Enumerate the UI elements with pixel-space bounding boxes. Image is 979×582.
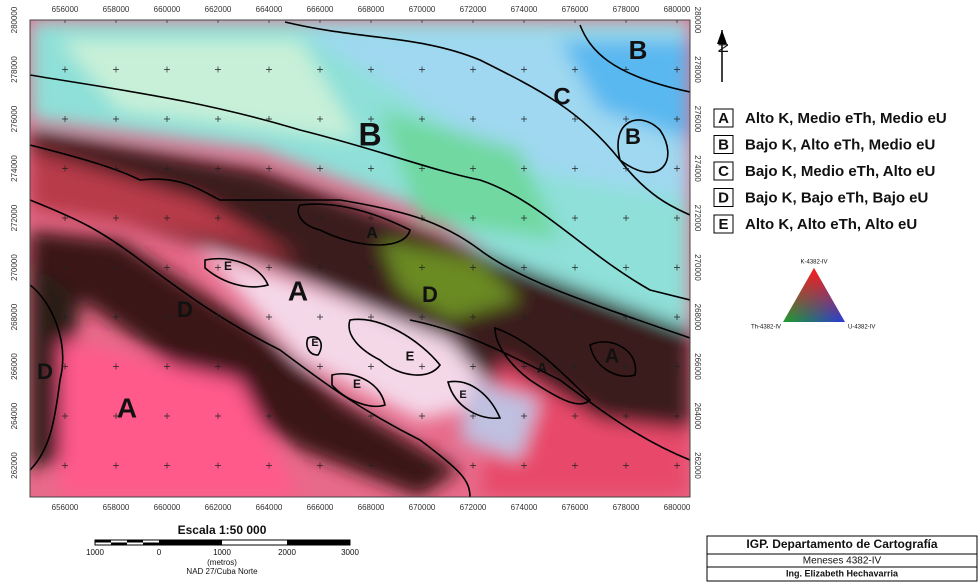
zone-label: E [406, 348, 415, 363]
y-coord-right: 262000 [693, 452, 702, 479]
legend-code: D [718, 189, 729, 206]
y-coord-left: 276000 [10, 105, 19, 132]
zone-label: D [177, 297, 193, 322]
x-coord-bottom: 680000 [664, 503, 691, 512]
ternary-left: Th-4382-IV [751, 325, 781, 331]
x-coord-top: 662000 [205, 5, 232, 14]
scale-tick-label: 2000 [278, 548, 296, 557]
zone-label: A [537, 360, 547, 376]
legend-text: Bajo K, Medio eTh, Alto eU [745, 163, 935, 180]
sheet: Meneses 4382-IV [803, 556, 882, 567]
scale-tick-label: 0 [157, 548, 162, 557]
scale-datum: NAD 27/Cuba Norte [186, 567, 258, 576]
legend-code: A [718, 110, 729, 127]
zone-label: A [605, 345, 619, 367]
x-coord-top: 666000 [307, 5, 334, 14]
y-coord-right: 264000 [693, 403, 702, 430]
y-coord-left: 266000 [10, 353, 19, 380]
legend-text: Alto K, Medio eTh, Medio eU [745, 110, 947, 127]
x-coord-top: 678000 [613, 5, 640, 14]
x-coord-top: 668000 [358, 5, 385, 14]
org: IGP. Departamento de Cartografía [746, 537, 937, 551]
zone-label: D [37, 359, 53, 384]
y-coord-right: 272000 [693, 205, 702, 232]
x-coord-top: 672000 [460, 5, 487, 14]
scale-tick-label: 1000 [86, 548, 104, 557]
x-coord-bottom: 672000 [460, 503, 487, 512]
zone-label: A [366, 225, 378, 242]
legend-code: B [718, 136, 729, 153]
x-coord-top: 658000 [103, 5, 130, 14]
ternary-right: U-4382-IV [848, 325, 875, 331]
y-coord-right: 266000 [693, 353, 702, 380]
zone-label: D [422, 282, 438, 307]
y-coord-left: 274000 [10, 155, 19, 182]
x-coord-top: 680000 [664, 5, 691, 14]
x-coord-bottom: 664000 [256, 503, 283, 512]
x-coord-bottom: 660000 [154, 503, 181, 512]
zone-label: E [224, 259, 232, 273]
x-coord-bottom: 678000 [613, 503, 640, 512]
y-coord-left: 280000 [10, 6, 19, 33]
zone-label: B [629, 35, 648, 65]
y-coord-right: 274000 [693, 155, 702, 182]
x-coord-top: 676000 [562, 5, 589, 14]
zone-label: B [358, 116, 381, 152]
zone-label: A [117, 392, 137, 423]
zone-label: C [553, 83, 570, 110]
y-coord-right: 268000 [693, 304, 702, 331]
x-coord-top: 656000 [52, 5, 79, 14]
y-coord-left: 268000 [10, 303, 19, 330]
x-coord-top: 670000 [409, 5, 436, 14]
map-image: B C B B A E A D D E E A A D E E A [30, 17, 690, 497]
ternary-top: K-4382-IV [800, 260, 827, 266]
zone-label: E [353, 377, 361, 391]
y-coord-left: 272000 [10, 204, 19, 231]
zone-label: E [311, 337, 318, 349]
scale-unit: (metros) [207, 558, 237, 567]
y-coord-right: 276000 [693, 106, 702, 133]
x-coord-bottom: 670000 [409, 503, 436, 512]
x-coord-bottom: 676000 [562, 503, 589, 512]
title-block: IGP. Departamento de Cartografía Meneses… [707, 536, 977, 581]
north-label: N [715, 43, 731, 53]
legend-text: Bajo K, Bajo eTh, Bajo eU [745, 189, 928, 206]
scale-tick-label: 1000 [213, 548, 231, 557]
y-coord-right: 270000 [693, 254, 702, 281]
zone-label: B [625, 124, 641, 149]
y-coord-left: 264000 [10, 402, 19, 429]
zone-label: E [459, 389, 466, 401]
legend-text: Bajo K, Alto eTh, Medio eU [745, 136, 935, 153]
x-coord-bottom: 658000 [103, 503, 130, 512]
scale-tick-label: 3000 [341, 548, 359, 557]
x-coord-top: 674000 [511, 5, 538, 14]
zone-label: A [288, 275, 308, 306]
y-coord-left: 278000 [10, 56, 19, 83]
legend-code: E [718, 216, 728, 233]
y-coord-left: 262000 [10, 452, 19, 479]
x-coord-bottom: 662000 [205, 503, 232, 512]
y-coord-right: 280000 [693, 7, 702, 34]
x-coord-top: 660000 [154, 5, 181, 14]
x-coord-bottom: 674000 [511, 503, 538, 512]
legend-text: Alto K, Alto eTh, Alto eU [745, 216, 917, 233]
x-coord-bottom: 668000 [358, 503, 385, 512]
author: Ing. Elizabeth Hechavarria [786, 568, 899, 578]
ternary-key: K-4382-IV Th-4382-IV U-4382-IV [751, 260, 875, 331]
scale-bar: Escala 1:50 000 1000 0 1000 2000 3000 (metro… [86, 523, 359, 576]
x-coord-bottom: 666000 [307, 503, 334, 512]
x-coord-bottom: 656000 [52, 503, 79, 512]
x-coord-top: 664000 [256, 5, 283, 14]
y-coord-right: 278000 [693, 56, 702, 83]
scale-title: Escala 1:50 000 [178, 523, 267, 537]
legend-code: C [718, 163, 729, 180]
map-page: BCBBAEADDEEAADEEA 6560006560006580006580… [0, 0, 979, 582]
y-coord-left: 270000 [10, 254, 19, 281]
north-arrow: N [715, 30, 731, 82]
